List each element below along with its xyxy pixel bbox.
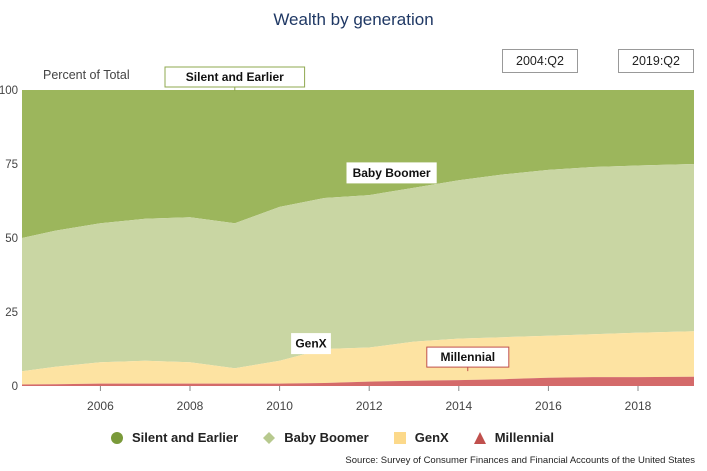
y-tick-label: 50 bbox=[5, 233, 18, 245]
chart-title: Wealth by generation bbox=[273, 10, 434, 29]
x-tick-label: 2008 bbox=[177, 399, 204, 413]
y-tick-label: 25 bbox=[5, 307, 18, 319]
legend-label-genx: GenX bbox=[414, 430, 449, 445]
legend-marker-square-icon bbox=[393, 431, 406, 444]
y-tick-label: 0 bbox=[12, 381, 18, 393]
range-start-box[interactable]: 2004:Q2 bbox=[502, 49, 578, 73]
annotation-box bbox=[291, 333, 331, 355]
source-note: Source: Survey of Consumer Finances and … bbox=[345, 455, 695, 466]
legend-item-genx[interactable]: GenX bbox=[393, 430, 449, 445]
legend-marker-triangle-icon bbox=[473, 431, 486, 444]
area-baby-boomer bbox=[22, 164, 694, 372]
x-tick-label: 2006 bbox=[87, 399, 114, 413]
legend-label-millennial: Millennial bbox=[494, 430, 554, 445]
legend-item-boomer[interactable]: Baby Boomer bbox=[262, 430, 369, 445]
area-genx bbox=[22, 331, 694, 385]
annotation-genx: GenX bbox=[291, 333, 331, 355]
area-millennial bbox=[22, 376, 694, 386]
legend: Silent and Earlier Baby Boomer GenX Mill… bbox=[110, 430, 578, 445]
legend-marker-circle-icon bbox=[111, 431, 123, 444]
range-end-box[interactable]: 2019:Q2 bbox=[618, 49, 694, 73]
annotation-box bbox=[426, 346, 510, 368]
y-tick-label: 100 bbox=[0, 85, 18, 97]
annotation-millennial: Millennial bbox=[426, 346, 510, 372]
x-tick-label: 2014 bbox=[445, 399, 472, 413]
legend-item-silent[interactable]: Silent and Earlier bbox=[110, 430, 238, 445]
x-tick-label: 2012 bbox=[356, 399, 383, 413]
annotation-baby-boomer: Baby Boomer bbox=[346, 162, 437, 184]
x-tick-label: 2016 bbox=[535, 399, 562, 413]
annotation-box bbox=[346, 162, 437, 184]
annotation-label: Baby Boomer bbox=[353, 166, 431, 180]
x-tick-label: 2010 bbox=[266, 399, 293, 413]
y-tick-label: 75 bbox=[5, 159, 18, 171]
annotation-label: GenX bbox=[295, 337, 326, 351]
annotation-label: Silent and Earlier bbox=[186, 70, 284, 84]
annotation-label: Millennial bbox=[440, 350, 495, 364]
legend-marker-diamond-icon bbox=[263, 431, 276, 444]
legend-item-millennial[interactable]: Millennial bbox=[473, 430, 554, 445]
legend-label-silent: Silent and Earlier bbox=[132, 430, 239, 445]
x-tick-label: 2018 bbox=[625, 399, 652, 413]
y-axis-title: Percent of Total bbox=[43, 68, 130, 82]
annotation-silent-and-earlier: Silent and Earlier bbox=[164, 66, 306, 91]
legend-label-boomer: Baby Boomer bbox=[284, 430, 369, 445]
